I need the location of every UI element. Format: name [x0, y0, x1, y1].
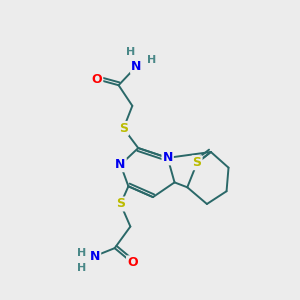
Text: N: N [90, 250, 100, 262]
Text: S: S [119, 122, 128, 135]
Text: O: O [92, 73, 102, 86]
Text: S: S [193, 156, 202, 169]
Text: H: H [77, 248, 86, 258]
Text: S: S [116, 197, 125, 211]
Text: N: N [131, 60, 141, 73]
Text: H: H [126, 47, 135, 57]
Text: H: H [147, 55, 157, 65]
Text: N: N [116, 158, 126, 171]
Text: N: N [163, 152, 173, 164]
Text: H: H [77, 263, 86, 273]
Text: O: O [127, 256, 138, 269]
